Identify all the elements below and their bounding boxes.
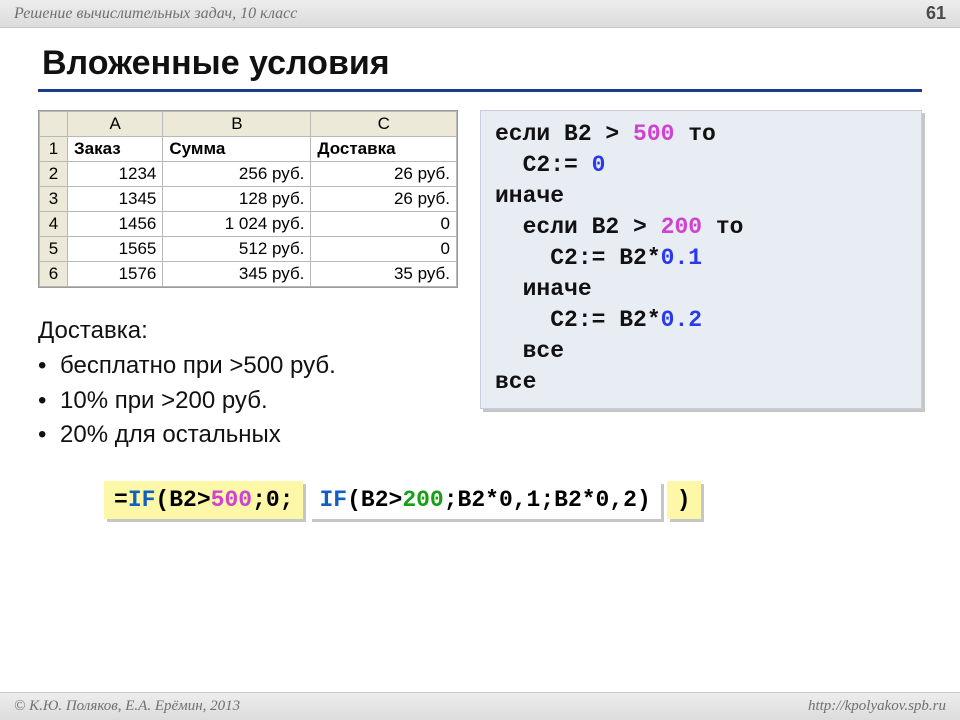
rule-text: бесплатно при >500 руб.: [60, 349, 336, 384]
col-header-row: A B C: [40, 112, 457, 137]
cell: 1 024 руб.: [163, 212, 311, 237]
cell: 512 руб.: [163, 237, 311, 262]
cell: 256 руб.: [163, 162, 311, 187]
col-head-B: B: [163, 112, 311, 137]
table-row: 6 1576 345 руб. 35 руб.: [40, 262, 457, 287]
code-kw: иначе: [495, 183, 564, 209]
pseudocode-box: если B2 > 500 то С2:= 0 иначе если B2 > …: [480, 110, 922, 409]
footer-bar: © К.Ю. Поляков, Е.А. Ерёмин, 2013 http:/…: [0, 692, 960, 720]
bullet-icon: •: [38, 418, 60, 453]
table-row: 1 Заказ Сумма Доставка: [40, 137, 457, 162]
rules-title: Доставка:: [38, 314, 458, 349]
row-head: 3: [40, 187, 68, 212]
corner-cell: [40, 112, 68, 137]
content-area: A B C 1 Заказ Сумма Доставка 2 1234 256 …: [0, 110, 960, 453]
code-kw: если B2 >: [495, 214, 661, 240]
cell: 1576: [68, 262, 163, 287]
code-kw: то: [702, 214, 743, 240]
cell: Заказ: [68, 137, 163, 162]
formula-inner: IF(B2>200;B2*0,1;B2*0,2): [309, 481, 660, 519]
header-bar: Решение вычислительных задач, 10 класс 6…: [0, 0, 960, 28]
rule-item: •20% для остальных: [38, 418, 458, 453]
cell: 128 руб.: [163, 187, 311, 212]
col-head-A: A: [68, 112, 163, 137]
cell: 35 руб.: [311, 262, 457, 287]
spreadsheet: A B C 1 Заказ Сумма Доставка 2 1234 256 …: [38, 110, 458, 288]
title-underline: [38, 89, 922, 92]
code-literal: 200: [661, 214, 702, 240]
code-literal: 0: [592, 152, 606, 178]
code-literal: 0.1: [661, 245, 702, 271]
formula-outer-left: =IF(B2>500;0;: [104, 481, 303, 519]
formula-number: 200: [402, 487, 443, 513]
formula-text: (B2>: [155, 487, 210, 513]
cell: 1234: [68, 162, 163, 187]
rule-text: 20% для остальных: [60, 418, 281, 453]
row-head: 5: [40, 237, 68, 262]
code-kw: иначе: [495, 276, 592, 302]
code-literal: 500: [633, 121, 674, 147]
formula-outer-right: ): [667, 481, 701, 519]
code-kw: все: [495, 338, 564, 364]
code-line: С2:=: [495, 152, 592, 178]
cell: 1565: [68, 237, 163, 262]
table-row: 5 1565 512 руб. 0: [40, 237, 457, 262]
rule-item: •10% при >200 руб.: [38, 384, 458, 419]
bullet-icon: •: [38, 349, 60, 384]
page-number: 61: [926, 3, 946, 24]
table-row: 3 1345 128 руб. 26 руб.: [40, 187, 457, 212]
rule-text: 10% при >200 руб.: [60, 384, 268, 419]
cell: 0: [311, 237, 457, 262]
delivery-rules: Доставка: •бесплатно при >500 руб. •10% …: [38, 314, 458, 453]
row-head: 1: [40, 137, 68, 162]
row-head: 4: [40, 212, 68, 237]
cell: 1456: [68, 212, 163, 237]
code-line: С2:= B2*: [495, 245, 661, 271]
cell: Сумма: [163, 137, 311, 162]
left-column: A B C 1 Заказ Сумма Доставка 2 1234 256 …: [38, 110, 458, 453]
header-title: Решение вычислительных задач, 10 класс: [14, 5, 297, 23]
col-head-C: C: [311, 112, 457, 137]
table-row: 4 1456 1 024 руб. 0: [40, 212, 457, 237]
formula-text: ;B2*0,1;B2*0,2): [444, 487, 651, 513]
cell: Доставка: [311, 137, 457, 162]
fn-name: IF: [319, 487, 347, 513]
bullet-icon: •: [38, 384, 60, 419]
cell: 345 руб.: [163, 262, 311, 287]
code-line: С2:= B2*: [495, 307, 661, 333]
fn-name: IF: [128, 487, 156, 513]
cell: 26 руб.: [311, 162, 457, 187]
cell: 1345: [68, 187, 163, 212]
row-head: 2: [40, 162, 68, 187]
code-kw: все: [495, 369, 536, 395]
code-kw: то: [674, 121, 715, 147]
eq-sign: =: [114, 487, 128, 513]
table-row: 2 1234 256 руб. 26 руб.: [40, 162, 457, 187]
code-kw: если B2 >: [495, 121, 633, 147]
formula-number: 500: [211, 487, 252, 513]
code-literal: 0.2: [661, 307, 702, 333]
footer-right: http://kpolyakov.spb.ru: [808, 698, 946, 715]
footer-left: © К.Ю. Поляков, Е.А. Ерёмин, 2013: [14, 698, 240, 715]
spreadsheet-table: A B C 1 Заказ Сумма Доставка 2 1234 256 …: [39, 111, 457, 287]
cell: 0: [311, 212, 457, 237]
cell: 26 руб.: [311, 187, 457, 212]
formula-text: ): [677, 487, 691, 513]
rule-item: •бесплатно при >500 руб.: [38, 349, 458, 384]
formula-row: =IF(B2>500;0; IF(B2>200;B2*0,1;B2*0,2) ): [104, 481, 960, 519]
formula-text: ;0;: [252, 487, 293, 513]
slide-title: Вложенные условия: [42, 44, 960, 83]
right-column: если B2 > 500 то С2:= 0 иначе если B2 > …: [480, 110, 922, 453]
row-head: 6: [40, 262, 68, 287]
formula-text: (B2>: [347, 487, 402, 513]
